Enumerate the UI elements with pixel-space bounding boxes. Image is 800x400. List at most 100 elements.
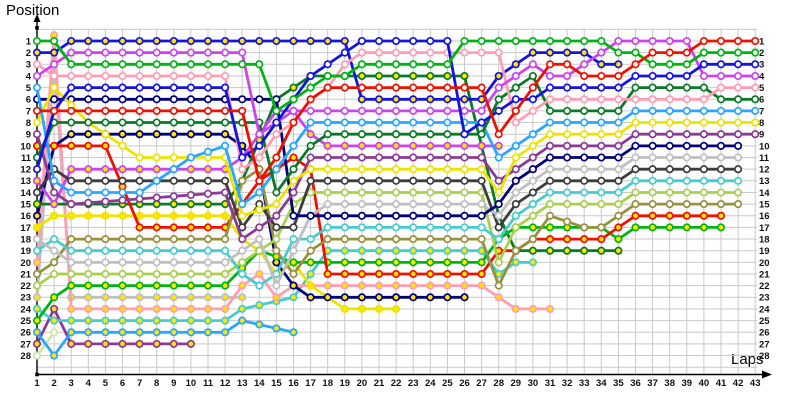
series-marker xyxy=(426,176,435,185)
series-marker xyxy=(238,106,247,115)
y-tick-label-right: 19 xyxy=(759,246,770,257)
series-marker xyxy=(699,165,708,174)
series-marker xyxy=(135,258,144,267)
series-marker xyxy=(203,147,213,156)
series-marker xyxy=(272,153,281,162)
series-marker xyxy=(152,304,161,313)
series-marker xyxy=(545,48,555,57)
series-marker xyxy=(340,165,349,174)
series-marker xyxy=(631,83,640,92)
series-marker xyxy=(374,60,384,69)
series-marker xyxy=(631,106,640,115)
series-marker xyxy=(152,193,161,202)
series-marker xyxy=(563,176,572,185)
series-marker xyxy=(494,223,503,232)
series-marker xyxy=(631,165,640,174)
series-marker xyxy=(84,304,93,313)
series-marker xyxy=(528,165,537,174)
series-marker xyxy=(426,188,435,197)
series-marker xyxy=(751,95,760,104)
series-marker xyxy=(563,235,572,244)
series-marker xyxy=(734,176,743,185)
x-tick-label: 23 xyxy=(408,378,419,389)
y-tick-label-right: 4 xyxy=(759,71,765,82)
series-marker xyxy=(272,200,281,209)
x-tick-label: 2 xyxy=(51,378,56,389)
series-marker xyxy=(84,106,93,115)
series-marker xyxy=(426,106,435,115)
series-marker xyxy=(426,235,435,244)
x-tick-label: 39 xyxy=(682,378,693,389)
series-marker xyxy=(50,293,59,302)
series-marker xyxy=(203,130,213,139)
series-marker xyxy=(426,36,435,46)
series-marker xyxy=(614,200,623,209)
series-marker xyxy=(545,71,555,81)
series-marker xyxy=(665,118,674,127)
series-marker xyxy=(101,176,110,185)
series-marker xyxy=(494,36,503,46)
series-marker xyxy=(528,223,537,232)
x-tick-label: 13 xyxy=(237,378,248,389)
series-marker xyxy=(306,235,315,244)
series-marker xyxy=(682,211,691,220)
series-marker xyxy=(734,130,743,139)
series-marker xyxy=(323,293,332,302)
series-marker xyxy=(84,95,93,104)
series-marker xyxy=(255,153,264,162)
series-marker xyxy=(392,223,401,232)
series-marker xyxy=(50,71,59,81)
series-marker xyxy=(563,246,572,255)
series-marker xyxy=(682,223,691,232)
series-marker xyxy=(221,83,230,92)
y-tick-label-right: 22 xyxy=(759,281,770,292)
series-marker xyxy=(597,235,606,244)
series-marker xyxy=(84,316,93,325)
series-marker xyxy=(528,141,537,150)
x-tick-label: 11 xyxy=(203,378,214,389)
y-axis-arrow-icon xyxy=(33,14,41,22)
series-marker xyxy=(631,188,640,197)
series-marker xyxy=(272,188,281,197)
series-marker xyxy=(409,258,418,267)
y-tick-label-left: 21 xyxy=(20,269,31,280)
series-marker xyxy=(221,211,230,220)
series-marker xyxy=(32,36,42,46)
series-marker xyxy=(460,106,469,115)
y-tick-label-left: 27 xyxy=(20,339,31,350)
series-marker xyxy=(699,71,708,81)
series-marker xyxy=(340,60,349,69)
series-marker xyxy=(734,48,743,57)
series-marker xyxy=(323,176,332,185)
series-marker xyxy=(460,71,469,81)
series-marker xyxy=(169,36,178,46)
series-marker xyxy=(101,36,110,46)
series-marker xyxy=(203,211,213,220)
series-marker xyxy=(716,223,726,232)
series-marker xyxy=(751,48,760,57)
series-marker xyxy=(665,60,674,69)
series-marker xyxy=(511,60,520,69)
series-marker xyxy=(221,48,230,57)
series-marker xyxy=(494,130,503,139)
series-marker xyxy=(186,293,195,302)
y-tick-label-right: 28 xyxy=(759,351,770,362)
series-marker xyxy=(682,165,691,174)
series-marker xyxy=(135,235,144,244)
series-marker xyxy=(84,71,93,81)
series-marker xyxy=(221,304,230,313)
series-marker xyxy=(460,200,469,209)
series-marker xyxy=(340,293,349,302)
series-marker xyxy=(67,60,76,69)
series-marker xyxy=(169,269,178,279)
series-marker xyxy=(699,130,708,139)
series-marker xyxy=(186,328,195,337)
series-marker xyxy=(648,106,657,115)
series-marker xyxy=(409,211,418,220)
series-marker xyxy=(443,246,452,255)
y-tick-label-right: 1 xyxy=(759,36,765,47)
series-marker xyxy=(426,223,435,232)
series-marker xyxy=(409,95,418,104)
series-marker xyxy=(460,153,469,162)
series-marker xyxy=(528,48,537,57)
